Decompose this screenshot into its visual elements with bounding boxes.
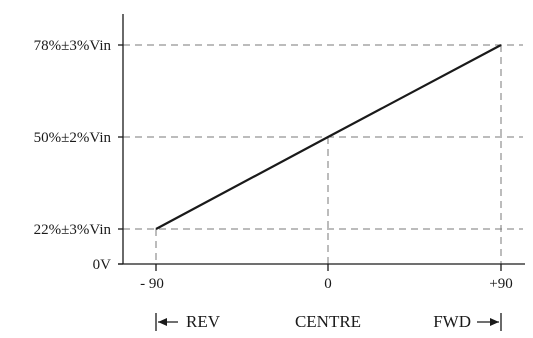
x-tick-label-centre: 0 bbox=[324, 276, 332, 292]
y-tick-label-zero: 0V bbox=[93, 257, 112, 273]
right-arrow-icon bbox=[490, 318, 499, 326]
x-tick-label-fwd: +90 bbox=[489, 276, 512, 292]
y-tick-label-high: 78%±3%Vin bbox=[34, 38, 112, 54]
left-arrow-icon bbox=[158, 318, 167, 326]
direction-label-fwd: FWD bbox=[433, 312, 471, 331]
y-tick-label-mid: 50%±2%Vin bbox=[34, 130, 112, 146]
x-tick-label-rev: - 90 bbox=[140, 276, 164, 292]
direction-label-centre: CENTRE bbox=[295, 312, 361, 331]
direction-label-rev: REV bbox=[186, 312, 221, 331]
y-tick-label-low: 22%±3%Vin bbox=[34, 222, 112, 238]
series-line bbox=[155, 44, 502, 230]
